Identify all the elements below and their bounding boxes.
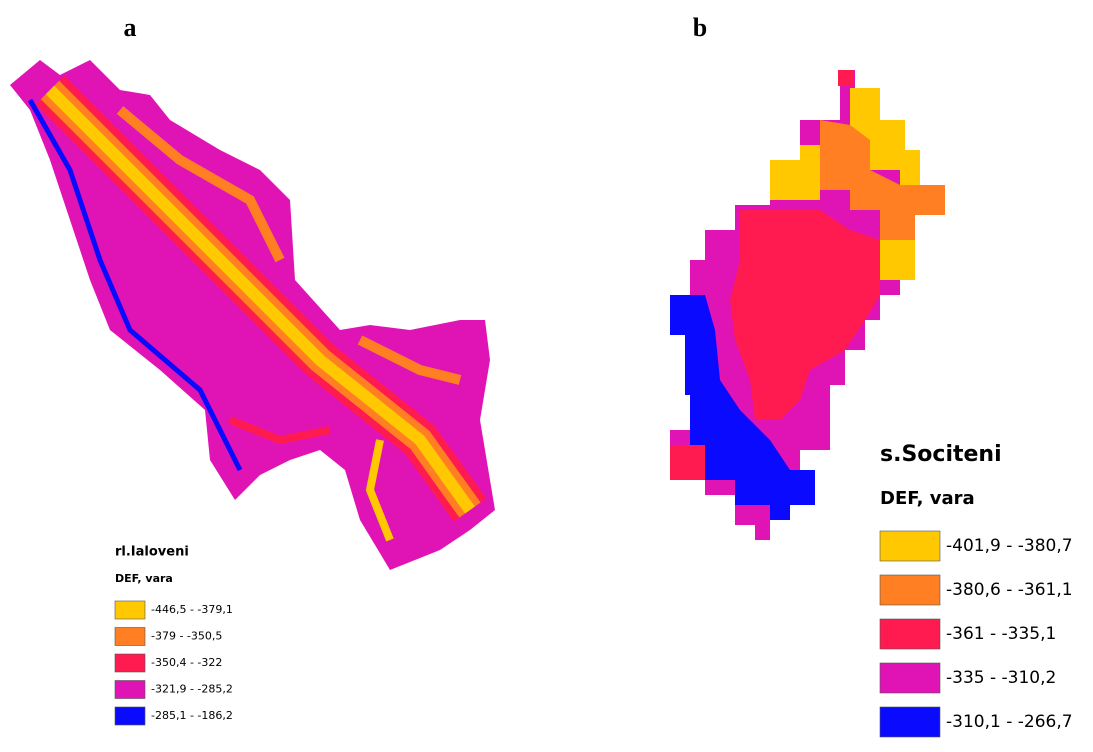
- legend-label: -361 - -335,1: [946, 624, 1056, 644]
- legend-swatch: [115, 601, 145, 619]
- panel-label: b: [693, 13, 707, 42]
- map-a: [10, 60, 495, 570]
- legend-subtitle: DEF, vara: [880, 488, 975, 509]
- legend-swatch: [880, 619, 940, 649]
- legend-label: -379 - -350,5: [151, 630, 222, 643]
- legend-title: s.Sociteni: [880, 442, 1002, 467]
- legend-swatch: [115, 707, 145, 725]
- legend-swatch: [880, 531, 940, 561]
- legend-swatch: [880, 707, 940, 737]
- legend-swatch: [880, 575, 940, 605]
- legend-subtitle: DEF, vara: [115, 572, 173, 585]
- legend-swatch: [115, 654, 145, 672]
- legend-label: -350,4 - -322: [151, 656, 222, 669]
- legend-label: -321,9 - -285,2: [151, 683, 233, 696]
- figure: a b rl.Ialoveni DEF, vara -446,5 - -379,1 -…: [0, 0, 1093, 752]
- legend-label: -285,1 - -186,2: [151, 709, 233, 722]
- legend-title: rl.Ialoveni: [115, 545, 189, 560]
- legend-label: -335 - -310,2: [946, 668, 1056, 688]
- map-b: [670, 70, 945, 540]
- legend-label: -310,1 - -266,7: [946, 712, 1073, 732]
- legend-label: -446,5 - -379,1: [151, 603, 233, 616]
- legend-swatch: [115, 681, 145, 699]
- legend-swatch: [115, 628, 145, 646]
- legend-label: -401,9 - -380,7: [946, 536, 1073, 556]
- legend-swatch: [880, 663, 940, 693]
- panel-label: a: [124, 13, 137, 42]
- legend-label: -380,6 - -361,1: [946, 580, 1073, 600]
